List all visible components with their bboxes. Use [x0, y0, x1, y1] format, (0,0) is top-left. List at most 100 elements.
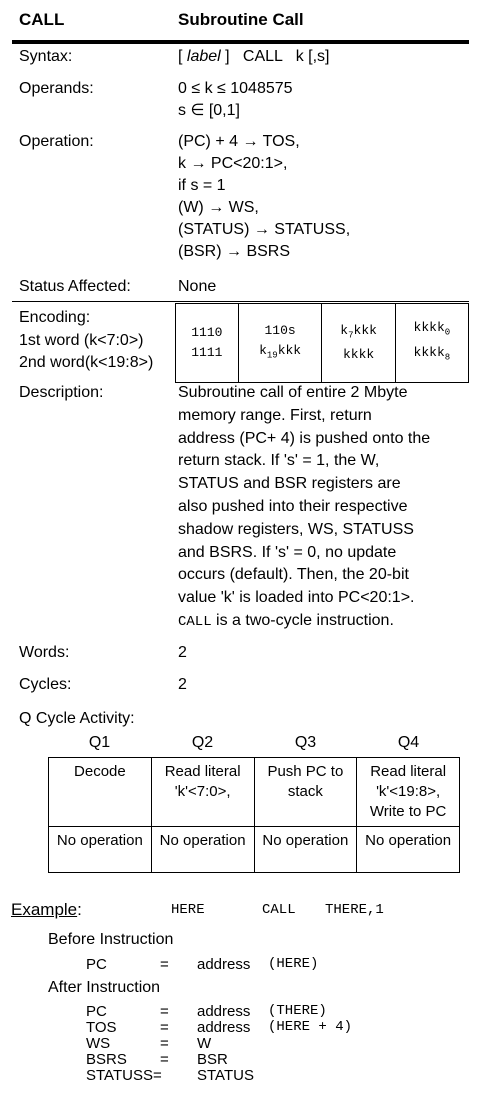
syntax-open: [ [178, 48, 187, 65]
reg-value: address [197, 1003, 251, 1020]
reg-name: WS [86, 1035, 111, 1052]
encoding-table: 1110 1111 110s k19kkk k7kkk kkkk kkkk0 k… [175, 303, 470, 383]
qcycle-header: Q1 [88, 734, 111, 751]
encoding-cell: 110s k19kkk [237, 303, 323, 383]
reg-name: PC [86, 1003, 107, 1020]
operation-line: if s = 1 [178, 177, 226, 194]
reg-eq: = [160, 1035, 169, 1052]
encoding-cell: kkkk0 kkkk8 [394, 303, 470, 383]
syntax-value: [ label ] CALL k [,s] [178, 46, 329, 68]
qcycle-headers: Q1 Q2 Q3 Q4 [48, 734, 460, 752]
cycles-label: Cycles: [19, 676, 72, 693]
encoding-bits: 1110 [191, 325, 223, 340]
qcycle-header: Q2 [191, 734, 214, 751]
qcycle-cell: No operation [48, 826, 152, 873]
reg-value: BSR [197, 1051, 228, 1068]
encoding-bits: k19kkk [259, 342, 302, 361]
reg-note: (HERE + 4) [268, 1019, 353, 1035]
qcycle-cell: Push PC to stack [253, 757, 358, 827]
description-line: occurs (default). Then, the 20-bit [178, 566, 409, 584]
description-text: Subroutine call of entire 2 Mbyte memory… [178, 382, 470, 634]
encoding-cell: 1110 1111 [175, 303, 239, 383]
qcycle-cell: No operation [356, 826, 460, 873]
qcycle-header: Q4 [397, 734, 420, 751]
encoding-bits: kkkk [343, 347, 375, 363]
reg-eq: = [160, 1051, 169, 1068]
syntax-label: Syntax: [19, 48, 73, 65]
operation-value: (PC) + 4 → TOS, k → PC<20:1>, if s = 1 (… [178, 131, 350, 263]
encoding-row-label-2: 2nd word(k<19:8>) [19, 354, 154, 371]
reg-name: STATUSS= [86, 1067, 162, 1084]
operands-value: 0 ≤ k ≤ 1048575 s ∈ [0,1] [178, 78, 293, 122]
cycles-value: 2 [178, 676, 187, 693]
encoding-label: Encoding: [19, 309, 91, 326]
description-line: and BSRS. If 's' = 0, no update [178, 543, 397, 561]
encoding-bits: k7kkk [340, 322, 377, 341]
encoding-cell: k7kkk kkkk [321, 303, 396, 383]
example-colon: : [77, 900, 82, 919]
operation-label: Operation: [19, 133, 94, 150]
operation-line: (PC) + 4 → TOS, [178, 133, 300, 150]
qcycle-cell: Read literal 'k'<7:0>, [150, 757, 255, 827]
reg-note: (HERE) [268, 956, 319, 972]
description-line-last: CALL is a two-cycle instruction. [178, 610, 470, 634]
qcycle-cell: Decode [48, 757, 152, 827]
operands-label: Operands: [19, 80, 94, 97]
qcycle-header: Q3 [294, 734, 317, 751]
operation-line: (STATUS) → STATUSS, [178, 221, 351, 238]
description-line: Subroutine call of entire 2 Mbyte [178, 384, 408, 401]
reg-eq: = [160, 1003, 169, 1020]
encoding-bits: kkkk0 [413, 320, 451, 338]
qcycle-table: Decode Read literal 'k'<7:0>, Push PC to… [48, 757, 460, 873]
syntax-label-word: label [186, 48, 221, 65]
description-line: STATUS and BSR registers are [178, 475, 401, 493]
description-line-tail: is a two-cycle instruction. [211, 611, 394, 629]
example-heading: Example: [11, 900, 82, 920]
example-label: Example [11, 900, 78, 919]
reg-name: PC [86, 956, 107, 973]
encoding-rule [12, 301, 469, 302]
example-code-operand: THERE,1 [325, 902, 384, 918]
before-instruction-title: Before Instruction [48, 931, 174, 948]
description-line: shadow registers, WS, STATUSS [178, 520, 414, 538]
reg-value: address [197, 1019, 251, 1036]
qcycle-cell: Read literal 'k'<19:8>, Write to PC [356, 757, 460, 827]
syntax-rest: ] CALL k [,s] [220, 48, 330, 65]
encoding-bits: 110s [264, 322, 296, 338]
reg-eq: = [160, 1019, 169, 1036]
example-code-label: HERE [171, 902, 205, 918]
encoding-bits: 1111 [191, 345, 223, 360]
encoding-bits: kkkk8 [413, 345, 451, 363]
operation-line: (BSR) → BSRS [178, 243, 291, 260]
instruction-title: Subroutine Call [178, 10, 304, 29]
reg-name: TOS [86, 1019, 117, 1036]
status-value: None [178, 278, 217, 295]
operation-line: k → PC<20:1>, [178, 155, 288, 172]
words-label: Words: [19, 644, 70, 661]
operation-line: (W) → WS, [178, 199, 259, 216]
after-instruction-title: After Instruction [48, 979, 161, 996]
reg-value: STATUS [197, 1067, 254, 1084]
reg-value: address [197, 956, 251, 973]
example-code-op: CALL [262, 902, 296, 918]
reg-value: W [197, 1035, 212, 1052]
qcycle-cell: No operation [253, 826, 358, 873]
words-value: 2 [178, 644, 187, 661]
reg-note: (THERE) [268, 1003, 327, 1019]
status-label: Status Affected: [19, 278, 131, 295]
qcycle-cell: No operation [150, 826, 255, 873]
reg-eq: = [160, 956, 169, 973]
description-label: Description: [19, 384, 104, 401]
encoding-row-label-1: 1st word (k<7:0>) [19, 332, 144, 349]
header-rule [12, 40, 469, 44]
operand-line: s ∈ [0,1] [178, 102, 240, 119]
instruction-mnemonic: CALL [19, 10, 65, 29]
description-line: address (PC+ 4) is pushed onto the [178, 429, 431, 447]
description-line: value 'k' is loaded into PC<20:1>. [178, 589, 415, 607]
call-mnemonic-inline: CALL [178, 613, 212, 630]
description-line: memory range. First, return [178, 406, 372, 424]
description-line: also pushed into their respective [178, 497, 408, 515]
description-line: return stack. If 's' = 1, the W, [178, 452, 380, 470]
reg-name: BSRS [86, 1051, 127, 1068]
operand-line: 0 ≤ k ≤ 1048575 [178, 80, 293, 97]
